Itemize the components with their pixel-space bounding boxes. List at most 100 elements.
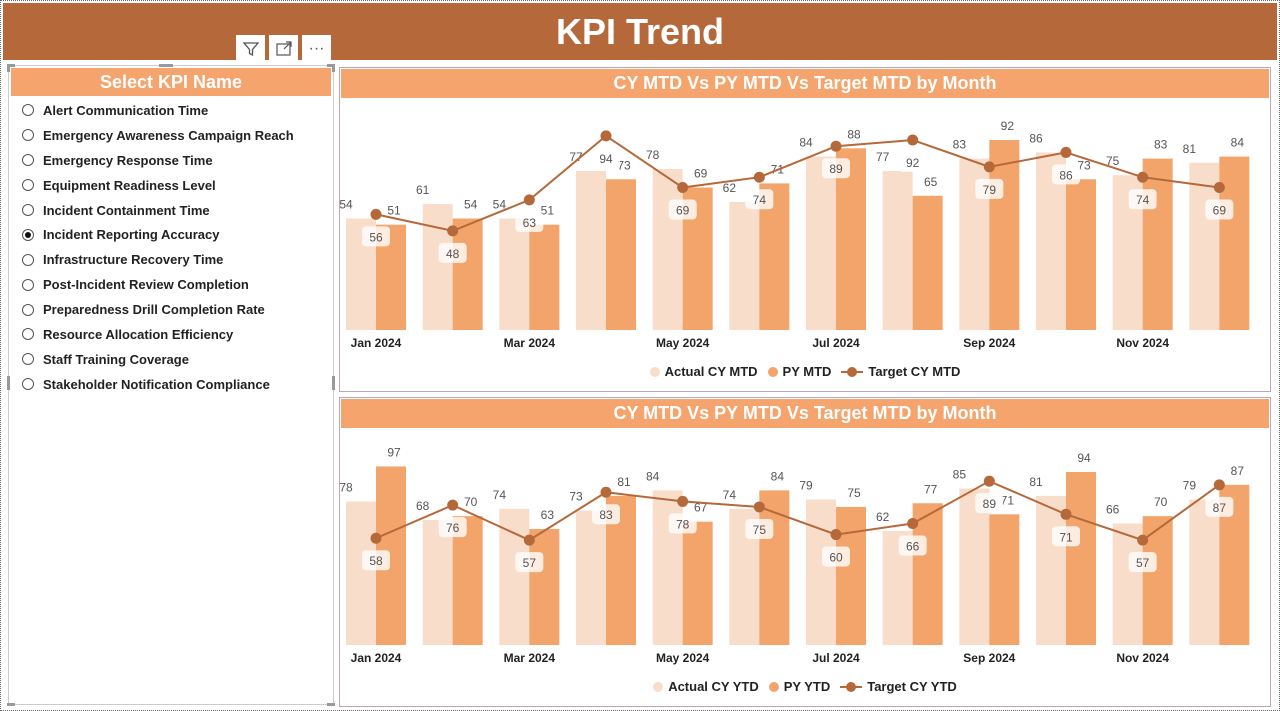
radio-button[interactable] [22, 378, 34, 391]
resize-handle[interactable] [332, 64, 335, 72]
radio-button[interactable] [22, 228, 34, 241]
slicer-item[interactable]: Equipment Readiness Level [9, 173, 333, 198]
legend-item-actual[interactable]: Actual CY YTD [653, 679, 759, 694]
legend-item-target[interactable]: Target CY MTD [841, 364, 960, 379]
data-label: 84 [799, 136, 813, 150]
actual-bar [1189, 162, 1220, 330]
resize-handle[interactable] [332, 376, 335, 390]
legend-label: Actual CY YTD [668, 679, 759, 694]
legend-item-py[interactable]: PY YTD [768, 679, 830, 694]
actual-bar [1112, 523, 1143, 645]
slicer-item-label: Preparedness Drill Completion Rate [43, 302, 265, 318]
resize-handle[interactable] [7, 703, 15, 706]
resize-handle[interactable] [159, 64, 173, 67]
target-label-box [822, 158, 850, 179]
radio-button[interactable] [22, 353, 34, 366]
data-label: 62 [876, 510, 890, 524]
target-data-label: 92 [906, 156, 920, 170]
target-label-box [822, 546, 850, 567]
data-label: 79 [799, 479, 813, 493]
target-data-label: 79 [983, 183, 997, 197]
radio-button[interactable] [22, 303, 34, 316]
py-bar [682, 521, 713, 645]
x-axis-tick-label: Jul 2024 [812, 336, 860, 350]
slicer-item[interactable]: Incident Containment Time [9, 198, 333, 223]
legend-item-py[interactable]: PY MTD [767, 364, 831, 379]
radio-button[interactable] [22, 104, 34, 117]
target-point [907, 134, 919, 146]
data-label: 65 [924, 175, 938, 189]
x-axis-tick-label: Jan 2024 [351, 336, 402, 350]
x-axis-tick-label: Nov 2024 [1116, 651, 1169, 665]
actual-bar [422, 519, 453, 645]
slicer-item[interactable]: Staff Training Coverage [9, 347, 333, 372]
target-data-label: 71 [1059, 530, 1073, 544]
slicer-item[interactable]: Preparedness Drill Completion Rate [9, 297, 333, 322]
focus-mode-icon[interactable] [269, 35, 298, 63]
slicer-item[interactable]: Emergency Awareness Campaign Reach [9, 123, 333, 148]
radio-button[interactable] [22, 253, 34, 266]
target-data-label: 74 [1136, 193, 1150, 207]
target-point [600, 486, 612, 498]
target-point [983, 475, 995, 487]
actual-bar [499, 218, 530, 330]
x-axis-tick-label: Jul 2024 [812, 651, 860, 665]
target-label-box [668, 199, 697, 220]
data-label: 74 [493, 488, 507, 502]
resize-handle[interactable] [7, 64, 10, 72]
legend-marker [768, 681, 779, 692]
data-label: 79 [1183, 479, 1197, 493]
target-label-box [898, 152, 927, 173]
legend-item-target[interactable]: Target CY YTD [840, 679, 957, 694]
radio-button[interactable] [22, 204, 34, 216]
slicer-item[interactable]: Post-Incident Review Completion [9, 272, 333, 297]
legend-label: Target CY YTD [867, 679, 957, 694]
slicer-item[interactable]: Alert Communication Time [9, 98, 333, 123]
slicer-item-label: Post-Incident Review Completion [43, 277, 249, 293]
target-data-label: 89 [829, 162, 843, 176]
data-label: 54 [493, 198, 507, 212]
chart-legend: Actual CY YTD PY YTD Target CY YTD [340, 679, 1270, 694]
slicer-item[interactable]: Resource Allocation Efficiency [9, 322, 333, 347]
actual-bar [576, 171, 606, 330]
resize-handle[interactable] [7, 376, 10, 390]
radio-button[interactable] [22, 129, 34, 142]
py-bar [989, 140, 1020, 330]
target-label-box [592, 147, 620, 168]
target-label-box [1128, 552, 1157, 573]
target-point [370, 532, 382, 544]
data-label: 54 [464, 198, 478, 212]
actual-bar [576, 510, 606, 645]
slicer-item[interactable]: Infrastructure Recovery Time [9, 247, 333, 272]
actual-bar [959, 488, 990, 645]
py-bar [1066, 179, 1096, 330]
resize-handle[interactable] [327, 64, 335, 67]
page-title: KPI Trend [555, 11, 725, 52]
actual-bar [806, 156, 836, 330]
resize-handle[interactable] [7, 64, 15, 67]
x-axis-tick-label: Jan 2024 [351, 651, 402, 665]
legend-marker [840, 681, 863, 692]
filter-icon[interactable] [236, 35, 265, 63]
target-data-label: 69 [1213, 204, 1227, 218]
data-label: 81 [1183, 142, 1197, 156]
slicer-item[interactable]: Emergency Response Time [9, 148, 333, 173]
target-data-label: 66 [906, 540, 920, 554]
target-point [523, 194, 535, 206]
radio-button[interactable] [22, 328, 34, 341]
radio-button[interactable] [22, 278, 34, 291]
slicer-item[interactable]: Incident Reporting Accuracy [9, 222, 333, 247]
radio-button[interactable] [22, 154, 34, 167]
target-point [523, 534, 535, 546]
target-point [983, 161, 995, 173]
slicer-item[interactable]: Stakeholder Notification Compliance [9, 372, 333, 397]
target-label-box [362, 226, 390, 247]
radio-button[interactable] [22, 179, 34, 192]
resize-handle[interactable] [327, 703, 335, 706]
target-data-label: 56 [369, 230, 383, 244]
data-label: 54 [340, 198, 353, 212]
data-label: 78 [646, 148, 660, 162]
legend-item-actual[interactable]: Actual CY MTD [649, 364, 758, 379]
more-options-icon[interactable]: ··· [302, 35, 331, 63]
target-label-box [1052, 526, 1080, 547]
